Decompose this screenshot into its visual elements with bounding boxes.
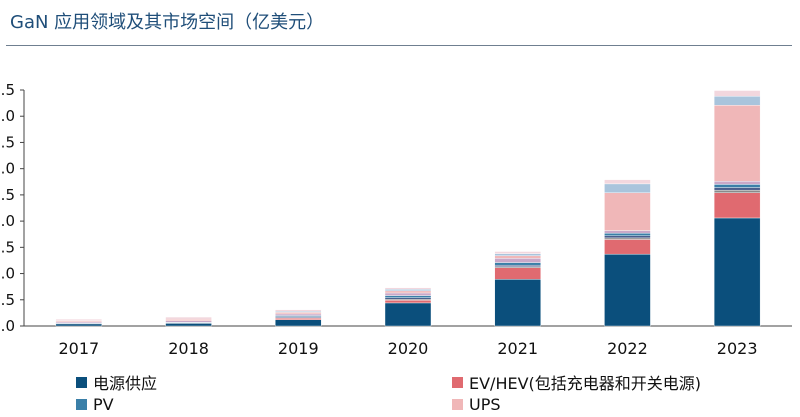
bar-segment-2018-5 [165,320,212,323]
y-tick-label: 2.0 [0,212,15,230]
y-tick-label: 4.0 [0,107,15,125]
bar-segment-2019-1 [275,317,322,320]
y-tick-label: 3.5 [0,133,15,151]
bar-segment-2022-2 [604,237,651,240]
bar-segment-2021-3 [494,264,541,267]
bar-segment-2021-4 [494,262,541,266]
bar-segment-2023-3 [713,187,761,191]
legend-swatch-power-supply [76,376,87,388]
bar-segment-2022-0 [604,253,651,327]
x-tick-label-2019: 2019 [278,339,319,358]
y-tick-label: 0.5 [0,291,15,309]
bar-segment-2019-0 [275,319,322,327]
bar-segment-2018-8 [165,316,212,320]
bar-segment-2023-6 [713,105,761,182]
bar-segment-2020-7 [384,289,432,292]
y-tick-label: 1.0 [0,265,15,283]
x-tick-label-2017: 2017 [58,339,99,358]
bar-segment-2023-5 [713,181,761,185]
bar-segment-2017-0 [55,323,103,327]
legend-item-pv: PV [76,395,114,414]
y-tick-label: 1.5 [0,238,15,256]
x-tick-label-2023: 2023 [717,339,758,358]
x-tick-label-2018: 2018 [168,339,209,358]
bar-segment-2020-0 [384,302,432,327]
legend-item-ups: UPS [452,395,501,414]
bar-segment-2022-7 [604,183,651,193]
y-tick-label: 3.0 [0,160,15,178]
x-tick-label-2022: 2022 [607,339,648,358]
bar-segment-2020-8 [384,287,432,290]
bar-segment-2022-1 [604,239,651,255]
bar-segment-2021-6 [494,255,541,259]
legend-label-pv: PV [93,395,114,414]
bar-segment-2017-8 [55,318,103,321]
y-tick-label: 0.0 [0,317,15,335]
bar-segment-2023-0 [713,217,761,327]
legend-label-ups: UPS [469,395,501,414]
legend-swatch-pv [76,399,87,410]
title-divider [6,45,792,46]
bar-segment-2023-2 [713,189,761,193]
legend-item-power-supply: 电源供应 [76,370,157,394]
bar-segment-2021-1 [494,267,541,280]
bar-segment-2023-8 [713,90,761,97]
bar-segment-2023-4 [713,184,761,188]
y-tick-label: 4.5 [0,81,15,99]
x-tick-label-2020: 2020 [388,339,429,358]
bar-segment-2018-0 [165,323,212,327]
bar-segment-2018-6 [165,318,212,321]
bar-segment-2022-5 [604,230,651,234]
bar-segment-2023-7 [713,96,761,106]
bar-segment-2022-8 [604,179,651,185]
chart-title: GaN 应用领域及其市场空间（亿美元） [10,12,325,33]
bar-segment-2020-3 [384,297,432,300]
bar-segment-2022-3 [604,235,651,239]
y-tick-label: 2.5 [0,186,15,204]
bar-segment-2023-1 [713,192,761,219]
bar-segment-2020-1 [384,300,432,304]
bar-segment-2021-5 [494,258,541,263]
bar-segment-2019-8 [275,309,322,312]
bar-segment-2021-7 [494,253,541,256]
bar-segment-2019-6 [275,312,322,315]
bar-segment-2020-4 [384,295,432,298]
legend-label-power-supply: 电源供应 [93,374,158,393]
legend-label-ev-hev: EV/HEV(包括充电器和开关电源) [469,374,702,393]
bar-segment-2022-4 [604,232,651,236]
bar-segment-2020-6 [384,290,432,294]
legend-swatch-ev-hev [452,376,463,388]
bar-segment-2019-5 [275,313,322,316]
bar-segment-2022-6 [604,192,651,231]
bar-segment-2021-8 [494,251,541,254]
legend-swatch-ups [452,399,463,410]
legend-item-ev-hev: EV/HEV(包括充电器和开关电源) [452,370,701,394]
x-tick-label-2021: 2021 [497,339,538,358]
bar-segment-2020-5 [384,292,432,296]
bar-segment-2021-0 [494,279,541,327]
